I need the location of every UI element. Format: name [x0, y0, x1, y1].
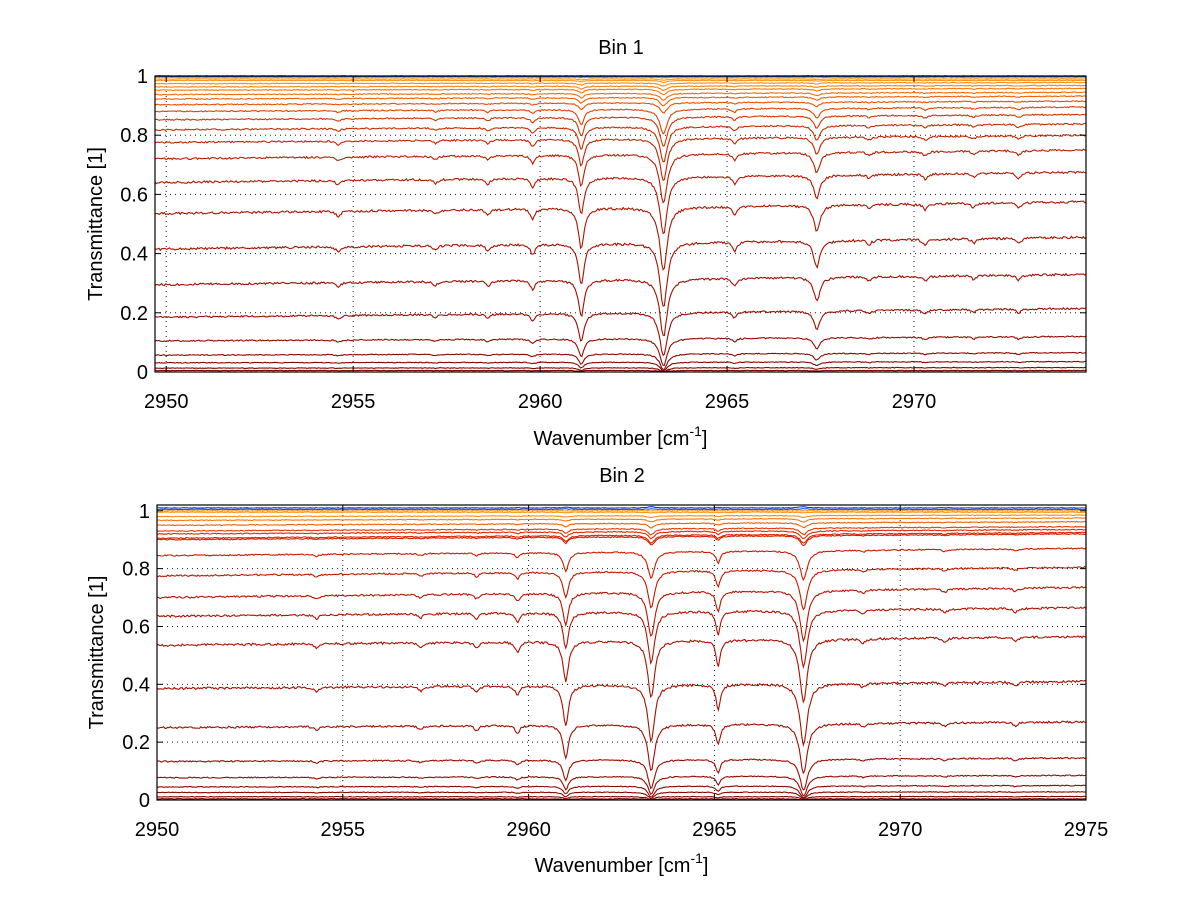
series-trace-04 [157, 511, 1086, 514]
series-trace-19 [157, 756, 1086, 791]
series-trace-20 [157, 774, 1086, 797]
series-trace-22 [155, 335, 1086, 366]
series-trace-15 [157, 606, 1086, 670]
x-tick-label: 2965 [705, 391, 750, 413]
series-trace-12 [155, 105, 1086, 135]
series-trace-03 [155, 76, 1086, 79]
y-tick-label: 0.4 [122, 674, 150, 696]
bin-1-panel: 2950 2955 2960 2965 2970 0 0.2 0.4 0.6 0.8 1 Bin 1 W… [85, 37, 1087, 450]
series-trace-08 [155, 87, 1086, 96]
y-tick-label: 0.4 [120, 244, 148, 266]
y-tick-label: 0.2 [120, 303, 148, 325]
x-tick-label: 2955 [321, 819, 366, 841]
series-trace-01 [157, 505, 1086, 509]
x-tick-label: 2960 [506, 819, 551, 841]
series-trace-08 [157, 525, 1086, 536]
y-axis: 0 0.2 0.4 0.6 0.8 1 [122, 501, 1086, 812]
bin-2-panel: 2950 2955 2960 2965 2970 2975 0 0.2 0.4 0.6 0.8 1 Bi… [86, 465, 1108, 877]
series-trace-14 [157, 585, 1086, 643]
series-trace-26 [155, 369, 1086, 372]
series-trace-20 [155, 272, 1086, 337]
series-trace-13 [157, 565, 1086, 611]
axes-frame [154, 75, 1087, 373]
x-tick-label: 2975 [1064, 819, 1109, 841]
y-axis-label: Transmittance [1] [86, 576, 108, 730]
x-axis: 2950 2955 2960 2965 2970 [144, 76, 936, 413]
series-trace-12 [157, 547, 1086, 582]
series-trace-07 [157, 520, 1086, 529]
x-tick-label: 2965 [692, 819, 737, 841]
series-trace-11 [155, 100, 1086, 114]
y-tick-label: 0.2 [122, 732, 150, 754]
series-trace-11 [157, 532, 1086, 547]
x-tick-label: 2950 [144, 391, 189, 413]
y-axis: 0 0.2 0.4 0.6 0.8 1 [120, 66, 1086, 384]
series-trace-06 [157, 517, 1086, 523]
x-tick-label: 2960 [518, 391, 563, 413]
series-trace-09 [157, 528, 1086, 540]
series-trace-04 [155, 78, 1086, 81]
series-trace-24 [157, 798, 1086, 800]
y-tick-label: 0.6 [120, 184, 148, 206]
series-trace-17 [157, 679, 1086, 748]
series-trace-05 [155, 79, 1086, 84]
series-trace-18 [157, 720, 1086, 775]
series-trace-24 [155, 360, 1086, 372]
x-axis-label: Wavenumber [cm-1] [535, 850, 709, 877]
series-trace-23 [157, 795, 1086, 800]
series-trace-23 [155, 351, 1086, 370]
y-tick-label: 1 [137, 66, 148, 88]
y-tick-label: 1 [139, 501, 150, 523]
chart-title: Bin 2 [599, 465, 645, 487]
y-tick-label: 0.8 [120, 125, 148, 147]
y-tick-label: 0.6 [122, 616, 150, 638]
series-trace-06 [155, 81, 1086, 87]
series-trace-09 [155, 91, 1086, 101]
series-trace-02 [157, 507, 1086, 511]
series-trace-10 [157, 531, 1086, 544]
x-axis: 2950 2955 2960 2965 2970 2975 [135, 505, 1109, 841]
series-trace-18 [155, 200, 1086, 271]
series-trace-05 [157, 514, 1086, 519]
series-trace-19 [155, 235, 1086, 307]
series-group [157, 505, 1086, 800]
y-tick-label: 0.8 [122, 559, 150, 581]
series-trace-16 [157, 635, 1086, 704]
series-trace-25 [155, 366, 1086, 372]
y-tick-label: 0 [137, 362, 148, 384]
series-trace-16 [155, 148, 1086, 204]
axes-frame [156, 504, 1087, 801]
series-trace-21 [157, 784, 1086, 799]
series-trace-07 [155, 84, 1086, 92]
series-trace-14 [155, 122, 1086, 163]
x-axis-label: Wavenumber [cm-1] [534, 423, 708, 450]
series-group [155, 75, 1086, 372]
chart-title: Bin 1 [598, 37, 644, 59]
y-tick-label: 0 [139, 790, 150, 812]
series-trace-21 [155, 307, 1086, 357]
x-tick-label: 2970 [878, 819, 923, 841]
series-trace-15 [155, 133, 1086, 182]
x-tick-label: 2950 [135, 819, 180, 841]
series-trace-17 [155, 170, 1086, 235]
x-tick-label: 2955 [331, 391, 376, 413]
series-trace-03 [157, 509, 1086, 512]
series-trace-13 [155, 113, 1086, 147]
x-tick-label: 2970 [892, 391, 937, 413]
series-trace-10 [155, 95, 1086, 107]
y-axis-label: Transmittance [1] [85, 147, 107, 301]
series-trace-22 [157, 791, 1086, 800]
